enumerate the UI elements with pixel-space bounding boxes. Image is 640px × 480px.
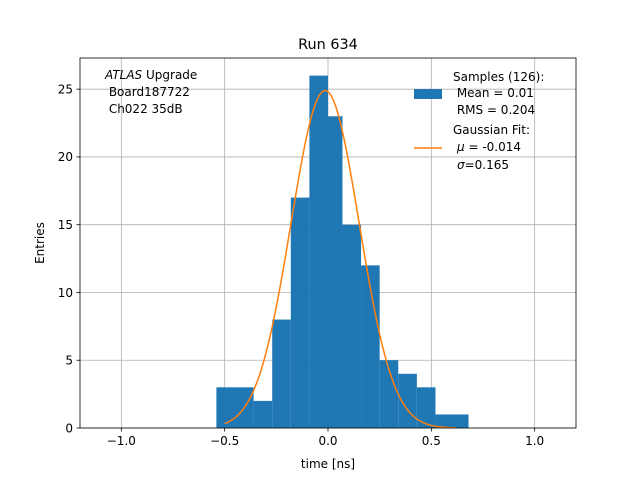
svg-text:σ=0.165: σ=0.165 <box>457 158 509 172</box>
histogram-bar <box>361 265 380 428</box>
annotation-board: Board187722 <box>105 85 190 99</box>
y-tick-label: 5 <box>65 354 73 368</box>
y-tick-label: 15 <box>58 218 73 232</box>
y-tick-label: 0 <box>65 421 73 435</box>
legend-samples-rms: RMS = 0.204 <box>453 103 535 117</box>
legend-samples-swatch <box>414 89 442 99</box>
annotation-upgrade: Upgrade <box>142 68 197 82</box>
axis-ticks: −1.0 −0.5 0.0 0.5 1.0 0 5 10 15 20 25 <box>58 82 544 448</box>
legend-mu-symbol: μ <box>456 140 465 154</box>
legend: Samples (126): Mean = 0.01 RMS = 0.204 G… <box>414 70 544 172</box>
svg-text:ATLAS Upgrade: ATLAS Upgrade <box>104 68 197 82</box>
legend-fit-title: Gaussian Fit: <box>453 123 530 137</box>
histogram-bar <box>328 116 343 429</box>
y-tick-label: 25 <box>58 82 73 96</box>
y-tick-label: 20 <box>58 150 73 164</box>
legend-samples-mean: Mean = 0.01 <box>453 86 534 100</box>
histogram-bar <box>216 387 235 428</box>
x-tick-label: −0.5 <box>210 434 239 448</box>
histogram-bar <box>253 400 273 428</box>
chart-title: Run 634 <box>298 37 358 53</box>
histogram-bar <box>290 197 310 428</box>
y-axis-label: Entries <box>33 222 47 264</box>
x-tick-label: −1.0 <box>107 434 136 448</box>
histogram-bar <box>435 414 469 428</box>
annotation-atlas: ATLAS <box>104 68 143 82</box>
histogram-bars <box>216 75 469 429</box>
x-axis-label: time [ns] <box>301 457 355 471</box>
gaussian-fit-curve <box>224 89 457 429</box>
y-tick-label: 10 <box>58 286 73 300</box>
histogram-bar <box>309 75 328 428</box>
histogram-bar <box>416 387 436 428</box>
histogram-bar <box>342 224 362 428</box>
x-tick-label: 1.0 <box>525 434 544 448</box>
legend-sigma-symbol: σ <box>457 158 465 172</box>
legend-sigma-value: =0.165 <box>465 158 509 172</box>
histogram-bar <box>379 360 399 428</box>
x-tick-label: 0.0 <box>318 434 337 448</box>
annotation-text: ATLAS Upgrade Board187722 Ch022 35dB <box>104 68 197 116</box>
legend-samples-title: Samples (126): <box>453 70 544 84</box>
legend-mu-value: = -0.014 <box>465 140 521 154</box>
x-tick-label: 0.5 <box>422 434 441 448</box>
svg-text:μ = -0.014: μ = -0.014 <box>456 140 521 154</box>
histogram-bar <box>272 319 291 428</box>
annotation-channel: Ch022 35dB <box>105 102 183 116</box>
